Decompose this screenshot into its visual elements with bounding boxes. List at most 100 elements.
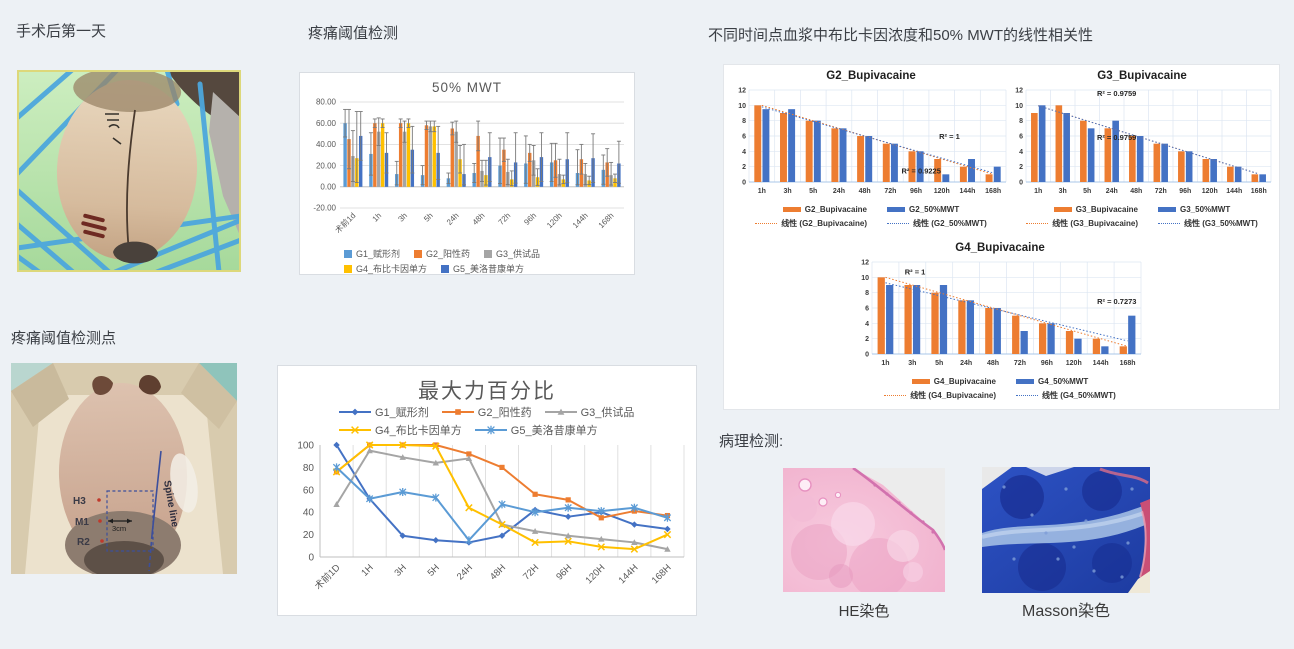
g3-chart-plot: 0 2 4 6 8 10 12 1h 3h 5h 24h 48h 72h 96h 120h 144h 168h R… xyxy=(1015,88,1272,195)
svg-text:168h: 168h xyxy=(1120,360,1136,367)
legend-item-G3_供试品: G3_供试品 xyxy=(544,404,634,420)
svg-text:60: 60 xyxy=(303,485,315,496)
g3-chart-title: G3_Bupivacaine xyxy=(1097,70,1187,82)
g4-bupivacaine-chart: G4_Bupivacaine 0 2 4 6 8 10 12 1h 3h 5h 24h 48h 72h 9… xyxy=(854,242,1146,402)
svg-text:168H: 168H xyxy=(650,562,674,586)
svg-text:96h: 96h xyxy=(910,188,922,195)
svg-text:1h: 1h xyxy=(758,188,766,195)
svg-text:40.00: 40.00 xyxy=(316,140,337,149)
annotation-r2: R2 xyxy=(77,537,90,548)
heading-pain-threshold: 疼痛阈值检测 xyxy=(308,25,399,42)
svg-text:168h: 168h xyxy=(1251,188,1267,195)
svg-text:40: 40 xyxy=(303,508,315,519)
g2-chart-title: G2_Bupivacaine xyxy=(826,70,916,82)
svg-text:5h: 5h xyxy=(809,188,817,195)
g3-bupivacaine-chart: G3_Bupivacaine 0 2 4 6 8 10 12 1h 3h 5h 24h 48h 72h 9… xyxy=(1008,70,1276,230)
svg-text:144H: 144H xyxy=(617,562,641,586)
g4-chart-plot: 0 2 4 6 8 10 12 1h 3h 5h 24h 48h 72h 96h 120h 144h 168h R… xyxy=(861,260,1142,367)
svg-text:术前1D: 术前1D xyxy=(312,562,343,593)
heading-pain-points: 疼痛阈值检测点 xyxy=(11,330,117,347)
legend-item-G1_赋形剂: G1_赋形剂 xyxy=(338,404,429,420)
svg-text:4: 4 xyxy=(865,321,869,328)
svg-text:3h: 3h xyxy=(908,360,916,367)
svg-text:4: 4 xyxy=(742,149,746,156)
legend-item-G2_50%MWT: G2_50%MWT xyxy=(887,205,959,214)
svg-text:3h: 3h xyxy=(1059,188,1067,195)
svg-text:10: 10 xyxy=(861,275,869,282)
he-stain-illustration xyxy=(783,468,945,592)
svg-text:72h: 72h xyxy=(497,211,513,227)
legend-item-G2_阳性药: G2_阳性药 xyxy=(441,404,532,420)
svg-text:6: 6 xyxy=(1019,134,1023,141)
maxforce-chart-plot: 0 20 40 60 80 100 术前1D 1H 3H 5H 24H 48H 72H 96H 120H 14… xyxy=(297,441,685,593)
svg-text:1H: 1H xyxy=(359,562,375,578)
svg-text:4: 4 xyxy=(1019,149,1023,156)
mwt50-chart-title: 50% MWT xyxy=(431,80,502,95)
svg-text:96H: 96H xyxy=(554,562,574,582)
legend-item-trend-1: 线性 (G4_50%MWT) xyxy=(1016,390,1116,401)
heading-pathology: 病理检测: xyxy=(719,433,784,450)
legend-item-G4_50%MWT: G4_50%MWT xyxy=(1016,377,1088,386)
svg-text:0: 0 xyxy=(742,180,746,187)
svg-text:24h: 24h xyxy=(1106,188,1118,195)
g2-chart-legend-bars: G2_Bupivacaine G2_50%MWT xyxy=(731,202,1011,216)
svg-text:144h: 144h xyxy=(1226,188,1242,195)
legend-item-trend-0: 线性 (G3_Bupivacaine) xyxy=(1026,218,1138,229)
svg-text:72H: 72H xyxy=(521,562,541,582)
svg-text:R² = 1: R² = 1 xyxy=(905,267,926,276)
svg-text:3H: 3H xyxy=(392,562,408,578)
svg-text:8: 8 xyxy=(742,118,746,125)
svg-text:12: 12 xyxy=(738,88,746,95)
svg-text:10: 10 xyxy=(1015,103,1023,110)
svg-text:20: 20 xyxy=(303,530,315,541)
svg-text:72h: 72h xyxy=(884,188,896,195)
legend-item-G3_Bupivacaine: G3_Bupivacaine xyxy=(1053,205,1138,214)
svg-text:10: 10 xyxy=(738,103,746,110)
svg-text:5h: 5h xyxy=(1083,188,1091,195)
mwt50-chart-legend: G1_赋形剂 G2_阳性药 G3_供试品 G4_布比卡因单方 G5_美洛昔康单方 xyxy=(300,246,634,276)
svg-text:96h: 96h xyxy=(522,211,538,227)
svg-text:48H: 48H xyxy=(488,562,508,582)
svg-text:3h: 3h xyxy=(783,188,791,195)
svg-text:6: 6 xyxy=(865,306,869,313)
svg-text:96h: 96h xyxy=(1179,188,1191,195)
photo-pain-detection-points: Spine line H3 M1 R2 3cm xyxy=(11,363,237,574)
legend-item-G1_赋形剂: G1_赋形剂 xyxy=(344,247,400,260)
svg-text:48h: 48h xyxy=(859,188,871,195)
svg-text:60.00: 60.00 xyxy=(316,119,337,128)
legend-item-G5_美洛昔康单方: G5_美洛昔康单方 xyxy=(474,422,598,438)
g2-chart-plot: 0 2 4 6 8 10 12 1h 3h 5h 24h 48h 72h 96h 120h 144h 168h R… xyxy=(738,88,1007,195)
svg-text:8: 8 xyxy=(865,290,869,297)
maxforce-chart-panel: 最大力百分比 G1_赋形剂 G2_阳性药 G3_供试品 G4_布比卡因单方 G5_美洛昔… xyxy=(277,365,697,616)
svg-text:80.00: 80.00 xyxy=(316,98,337,107)
legend-item-trend-0: 线性 (G2_Bupivacaine) xyxy=(755,218,867,229)
svg-text:72h: 72h xyxy=(1014,360,1026,367)
svg-text:168h: 168h xyxy=(597,211,616,230)
svg-text:2: 2 xyxy=(742,164,746,171)
svg-text:5h: 5h xyxy=(935,360,943,367)
svg-text:6: 6 xyxy=(742,134,746,141)
svg-text:24H: 24H xyxy=(455,562,475,582)
svg-text:144h: 144h xyxy=(959,188,975,195)
heading-correlation: 不同时间点血浆中布比卡因浓度和50% MWT的线性相关性 xyxy=(708,27,1094,44)
svg-text:120h: 120h xyxy=(1066,360,1082,367)
g2-bupivacaine-chart: G2_Bupivacaine 0 2 4 6 8 10 12 1h 3h 5h 24h 48h 72h 9… xyxy=(731,70,1011,230)
legend-item-trend-0: 线性 (G4_Bupivacaine) xyxy=(884,390,996,401)
g3-chart-legend-bars: G3_Bupivacaine G3_50%MWT xyxy=(1008,202,1276,216)
svg-text:-20.00: -20.00 xyxy=(313,204,336,213)
svg-text:8: 8 xyxy=(1019,118,1023,125)
legend-item-G5_美洛昔康单方: G5_美洛昔康单方 xyxy=(441,262,524,275)
legend-item-G4_布比卡因单方: G4_布比卡因单方 xyxy=(344,262,427,275)
photo-pig-cage-illustration xyxy=(17,70,241,272)
svg-text:100: 100 xyxy=(297,441,314,452)
svg-text:48h: 48h xyxy=(471,211,487,227)
svg-text:120h: 120h xyxy=(934,188,950,195)
g4-chart-legend-bars: G4_Bupivacaine G4_50%MWT xyxy=(854,374,1146,388)
svg-text:72h: 72h xyxy=(1155,188,1167,195)
g2-chart-legend-trends: 线性 (G2_Bupivacaine) 线性 (G2_50%MWT) xyxy=(731,216,1011,230)
svg-text:R² = 1: R² = 1 xyxy=(939,132,960,141)
svg-text:120h: 120h xyxy=(1202,188,1218,195)
mwt50-chart-panel: 50% MWT 80.00 60.00 40.00 20.00 0.00 -20.00 术前… xyxy=(299,72,635,275)
svg-text:96h: 96h xyxy=(1041,360,1053,367)
